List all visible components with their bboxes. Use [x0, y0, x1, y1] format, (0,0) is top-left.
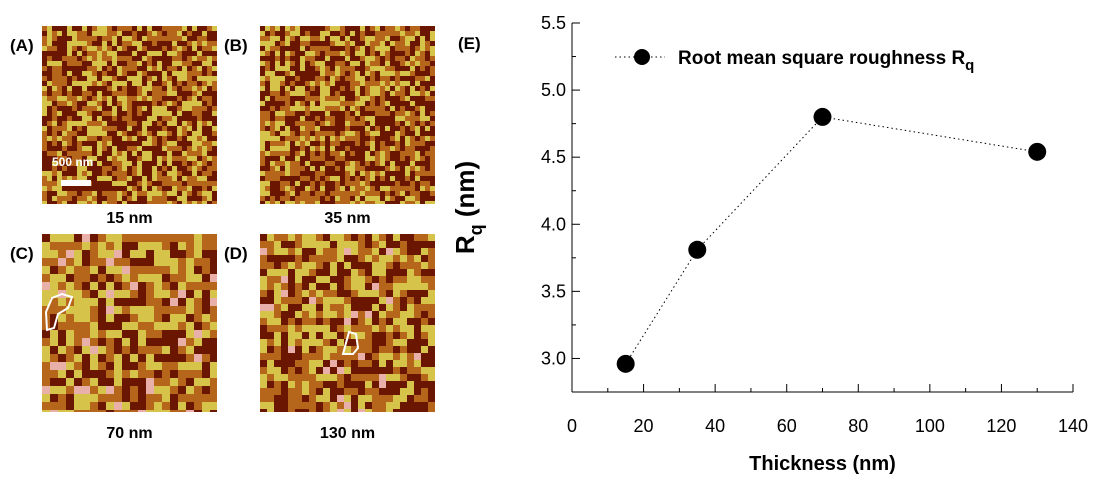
panel-b-letter: (B) [224, 36, 248, 55]
y-tick-label: 3.5 [541, 281, 566, 301]
x-tick-label: 20 [634, 416, 654, 436]
afm-texture-a [42, 26, 217, 204]
series-connector [625, 116, 1038, 365]
afm-image-d [260, 234, 435, 412]
y-tick-label: 5.5 [541, 13, 566, 33]
legend-marker [634, 49, 650, 65]
grain-outline-c [44, 292, 74, 332]
panel-a-letter: (A) [10, 36, 34, 55]
chart-axes [571, 23, 1073, 393]
series-line [625, 116, 1038, 365]
data-point [1028, 142, 1047, 161]
x-tick-label: 0 [567, 416, 577, 436]
series-points [616, 107, 1047, 373]
afm-texture-c [42, 234, 217, 412]
x-ticks: 0 20 40 60 80 100 120 140 [567, 384, 1088, 436]
x-axis-title: Thickness (nm) [749, 453, 896, 475]
y-ticks: 3.0 3.5 4.0 4.5 5.0 5.5 [541, 13, 580, 368]
legend-label-main: Root mean square roughness R [678, 48, 965, 69]
afm-texture-d [260, 234, 435, 412]
grain-outline-d [341, 330, 360, 355]
y-tick-label: 4.5 [541, 147, 566, 167]
panel-e-letter: (E) [458, 34, 481, 53]
x-tick-label: 100 [915, 416, 945, 436]
afm-image-a [42, 26, 217, 204]
afm-image-b [260, 26, 435, 204]
x-tick-label: 40 [705, 416, 725, 436]
afm-image-c [42, 234, 217, 412]
y-axis-title: Rq (nm) [450, 161, 486, 254]
roughness-chart: (E) 0 20 40 60 80 100 120 140 3.0 3.5 4.0 4.5 5.0 5.… [450, 13, 1088, 475]
panel-c-letter: (C) [10, 244, 34, 263]
x-tick-label: 140 [1058, 416, 1088, 436]
x-tick-label: 120 [986, 416, 1016, 436]
y-tick-label: 4.0 [541, 214, 566, 234]
y-axis-title-unit: (nm) [450, 161, 480, 225]
legend-label: Root mean square roughness Rq [678, 48, 974, 74]
y-axis-title-sub: q [466, 224, 486, 235]
data-point [616, 354, 635, 373]
x-tick-label: 80 [848, 416, 868, 436]
y-tick-label: 3.0 [541, 348, 566, 368]
panel-d-caption: 130 nm [319, 425, 376, 442]
data-point [688, 240, 707, 259]
panel-c-caption: 70 nm [106, 425, 153, 442]
panel-b-caption: 35 nm [324, 210, 371, 227]
x-tick-label: 60 [777, 416, 797, 436]
legend-label-sub: q [965, 57, 974, 74]
y-axis-title-main: R [450, 235, 480, 254]
scale-bar [61, 180, 91, 186]
panel-d-letter: (D) [224, 244, 248, 263]
scale-bar-label: 500 nm [52, 155, 94, 169]
legend: Root mean square roughness Rq [615, 48, 974, 74]
panel-a-caption: 15 nm [106, 210, 153, 227]
data-point [813, 107, 832, 126]
y-tick-label: 5.0 [541, 80, 566, 100]
afm-texture-b [260, 26, 435, 204]
